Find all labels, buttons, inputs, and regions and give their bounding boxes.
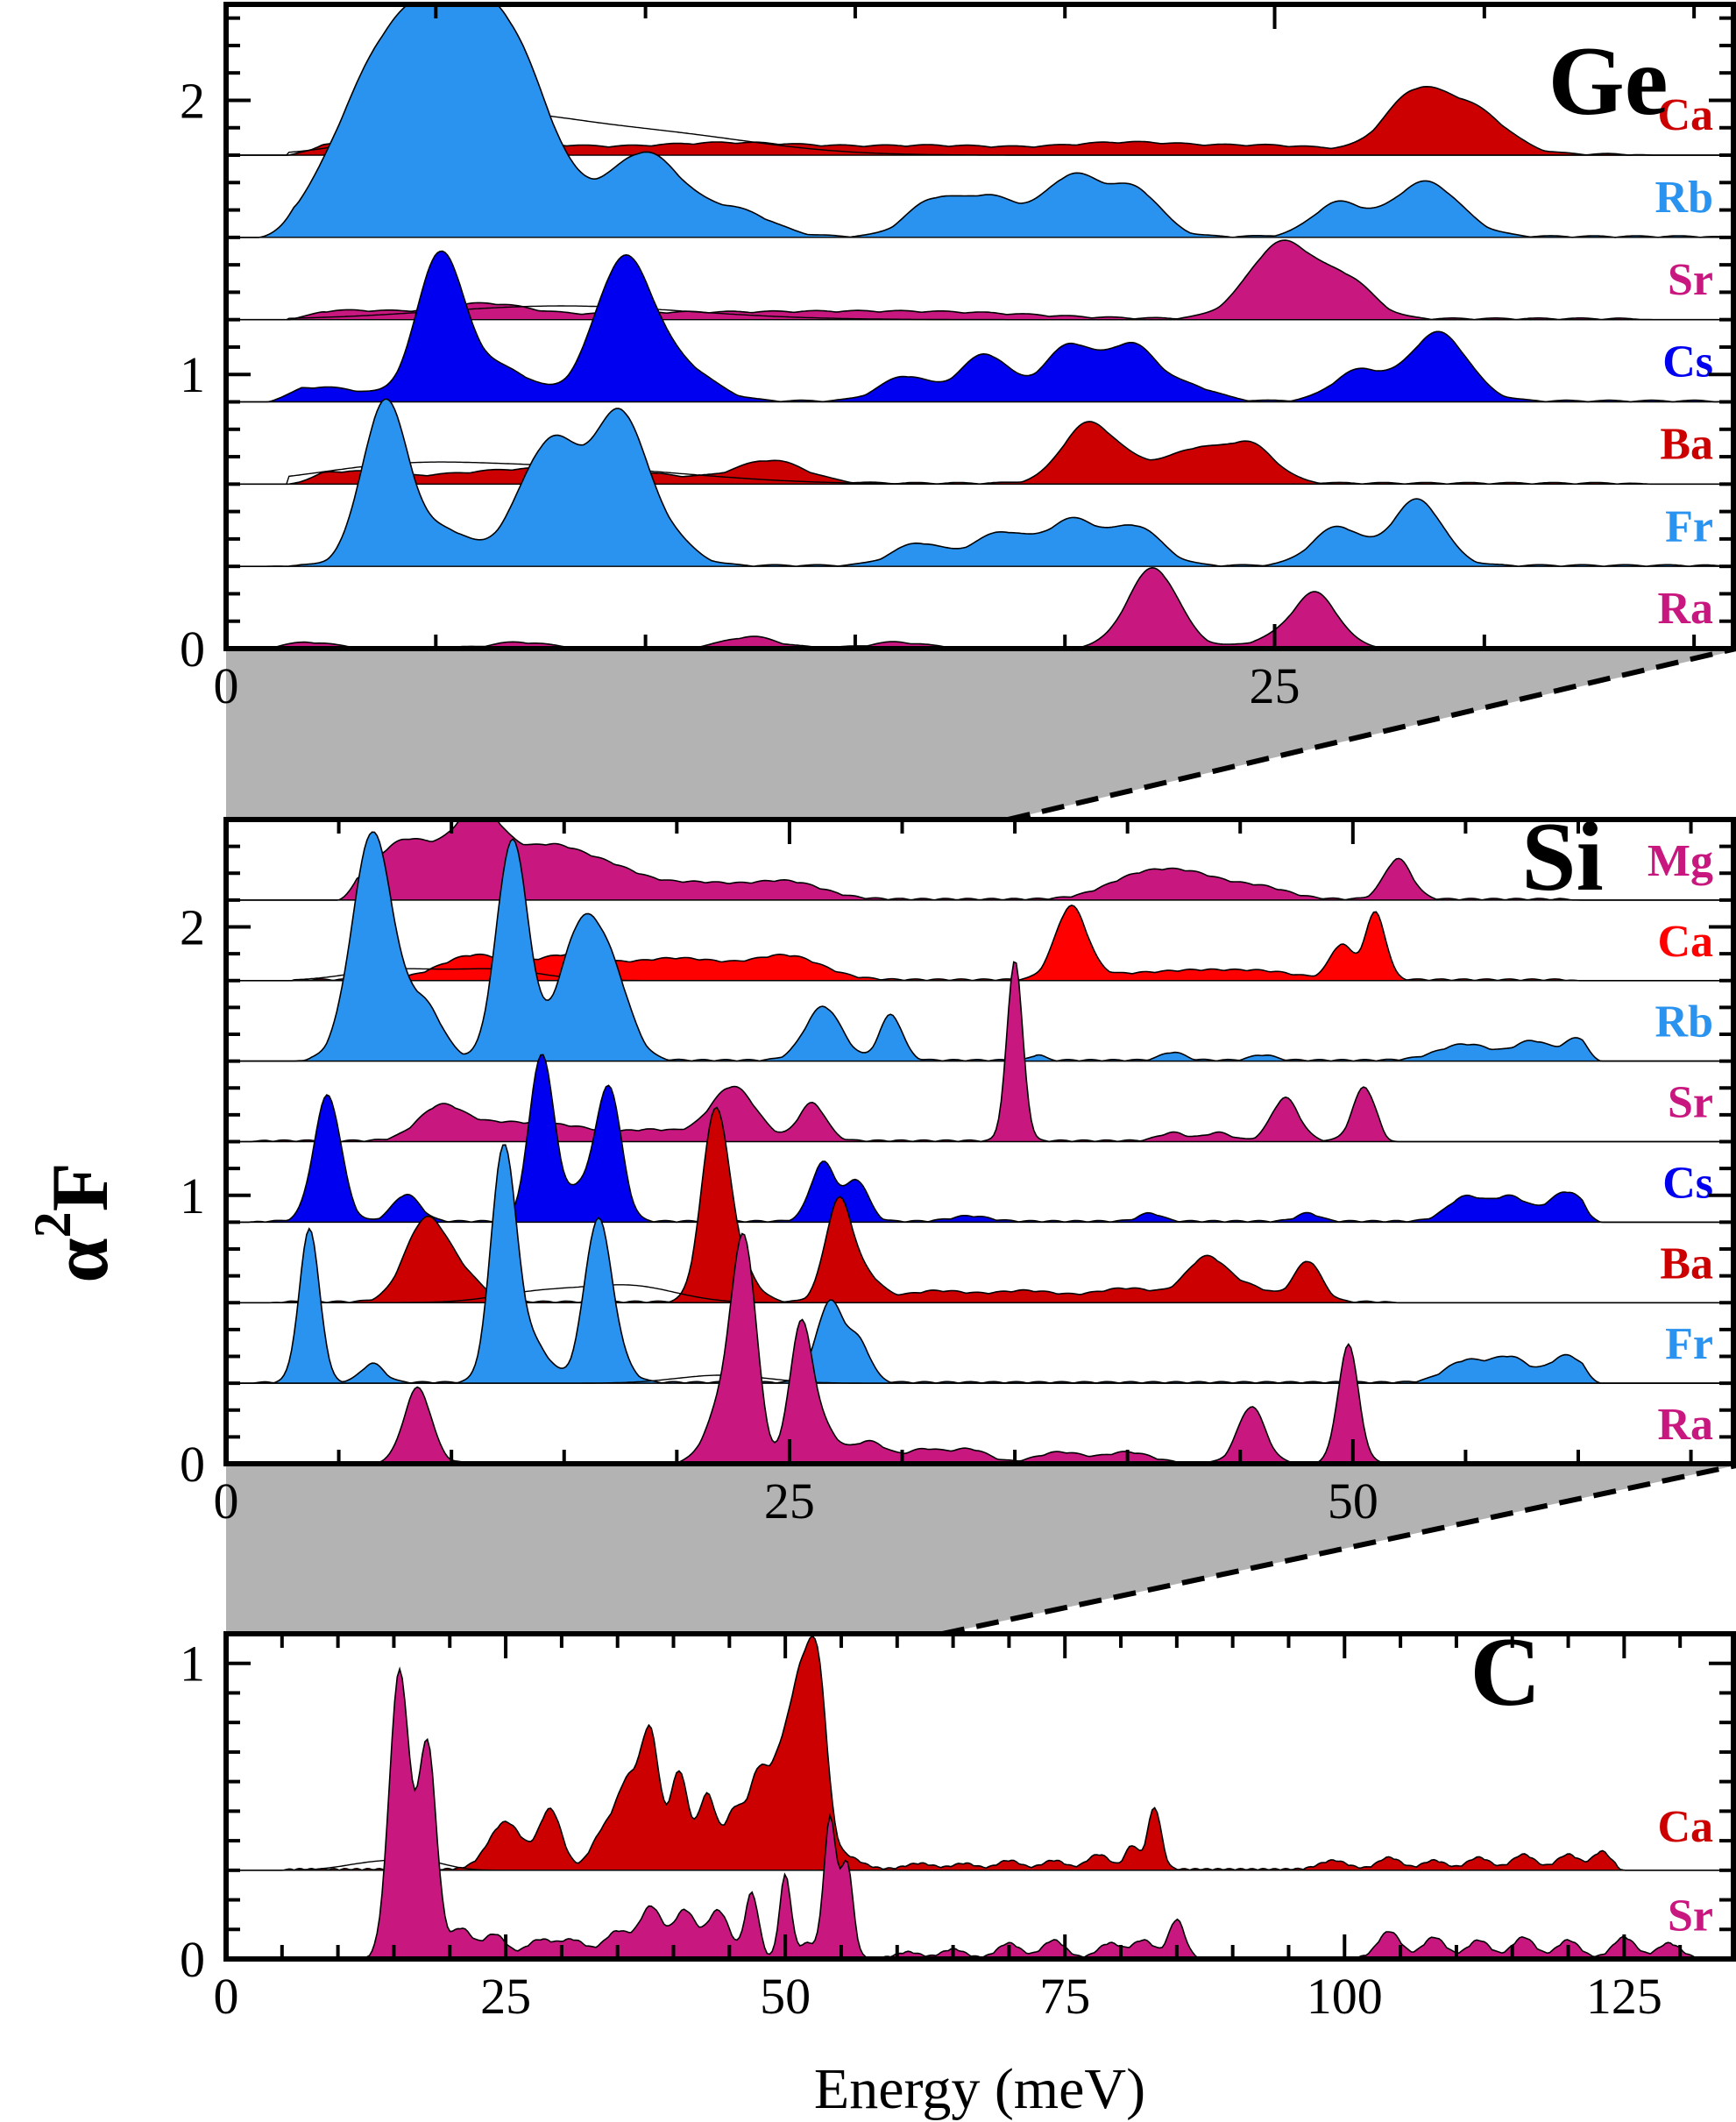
series-label-cs: Cs [1662, 1158, 1713, 1208]
zoom-shade-si-c [226, 1464, 1736, 1634]
zoom-connector-si-c [226, 1463, 1736, 1636]
plot-area [226, 1634, 1736, 1959]
y-axis-label-F: F [35, 1162, 124, 1211]
panel-c: Ca Sr 0 1 0 25 50 75 100 125 C [180, 1618, 1736, 2025]
x-tick-label: 0 [214, 1473, 239, 1529]
plot-series [226, 4, 1736, 649]
x-tick-label: 25 [1250, 657, 1300, 714]
x-tick-label: 125 [1586, 1968, 1662, 2025]
x-tick-label: 0 [214, 1968, 239, 2025]
series-outline-rb [226, 4, 1736, 238]
svg-text:α2F: α2F [24, 1162, 124, 1283]
y-tick-label: 1 [180, 1636, 205, 1693]
plot-frame [223, 1631, 1736, 1962]
zoom-shade-ge-si [226, 649, 1736, 820]
y-tick-label: 0 [180, 621, 205, 678]
panel-si: Mg Ca Rb Sr Cs Ba Fr Ra 0 1 2 0 25 50 Si [180, 803, 1736, 1529]
y-tick-label: 0 [180, 1436, 205, 1493]
plot-frame [223, 2, 1736, 651]
series-area-ra [226, 1233, 1736, 1464]
series-area-sr [226, 962, 1736, 1142]
series-label-mg: Mg [1647, 836, 1713, 886]
series-area-sr [226, 240, 1736, 320]
series-area-mg [226, 820, 1736, 900]
series-outline-ca [226, 1635, 1736, 1871]
series-area-cs [226, 1054, 1736, 1223]
panel-title: C [1470, 1618, 1541, 1727]
series-label-ra: Ra [1657, 1400, 1713, 1450]
series-cs [226, 250, 1736, 403]
series-label-fr: Fr [1665, 501, 1713, 551]
series-label-ca: Ca [1657, 1802, 1713, 1852]
zoom-dashed-line-ge-si [1007, 646, 1736, 822]
zoom-dashed-line-si-c [941, 1463, 1736, 1636]
y-tick-label: 0 [180, 1931, 205, 1988]
series-label-ba: Ba [1660, 1238, 1713, 1288]
series-area-rb [226, 832, 1736, 1061]
plot-series [226, 820, 1736, 1464]
series-area-fr [226, 399, 1736, 567]
series-label-ca: Ca [1657, 90, 1713, 140]
y-tick-label: 2 [180, 899, 205, 956]
series-rb [226, 831, 1736, 1062]
series-mg [226, 820, 1736, 901]
x-axis-label: Energy (meV) [814, 2057, 1145, 2121]
series-outline-cs [226, 250, 1736, 403]
y-axis-label: α2F [24, 1162, 124, 1283]
series-label-sr: Sr [1668, 255, 1713, 305]
series-label-rb: Rb [1655, 173, 1713, 223]
series-label-ra: Ra [1657, 584, 1713, 634]
y-tick-label: 1 [180, 1167, 205, 1224]
y-axis-label-alpha: α [35, 1238, 124, 1282]
series-label-rb: Rb [1655, 997, 1713, 1047]
series-outline-fr [226, 398, 1736, 568]
plot-series [226, 1635, 1736, 1959]
x-tick-label: 25 [480, 1968, 531, 2025]
y-axis-label-sup: 2 [24, 1211, 81, 1238]
panel-ge: Ca Rb Sr Cs Ba Fr Ra 0 1 2 0 25 Ge [180, 2, 1736, 714]
y-tick-label: 2 [180, 72, 205, 129]
series-label-ba: Ba [1660, 419, 1713, 469]
series-sr [226, 961, 1736, 1143]
x-tick-label: 75 [1039, 1968, 1090, 2025]
series-outline-cs [226, 1054, 1736, 1224]
panel-title: Ge [1548, 27, 1669, 136]
series-fr [226, 398, 1736, 568]
series-area-fr [226, 1145, 1736, 1384]
series-outline-rb [226, 831, 1736, 1062]
series-label-sr: Sr [1668, 1078, 1713, 1128]
x-tick-label: 25 [764, 1473, 815, 1529]
series-outline-sr [226, 239, 1736, 321]
x-tick-label: 50 [760, 1968, 811, 2025]
series-sr [226, 239, 1736, 321]
series-fr [226, 1144, 1736, 1384]
series-label-cs: Cs [1662, 337, 1713, 387]
series-label-ca: Ca [1657, 917, 1713, 967]
series-ba [226, 1106, 1736, 1304]
series-cs [226, 1054, 1736, 1224]
panel-title: Si [1521, 803, 1603, 912]
series-outline-ca [226, 905, 1736, 982]
zoom-connector-ge-si [226, 646, 1736, 822]
y-tick-label: 1 [180, 346, 205, 403]
series-area-rb [226, 4, 1736, 238]
x-tick-label: 100 [1307, 1968, 1383, 2025]
x-tick-label: 50 [1328, 1473, 1378, 1529]
series-rb [226, 4, 1736, 238]
series-area-cs [226, 251, 1736, 402]
x-tick-label: 0 [214, 657, 239, 714]
series-label-fr: Fr [1665, 1319, 1713, 1369]
series-label-sr: Sr [1668, 1891, 1713, 1941]
series-ca [226, 1635, 1736, 1871]
